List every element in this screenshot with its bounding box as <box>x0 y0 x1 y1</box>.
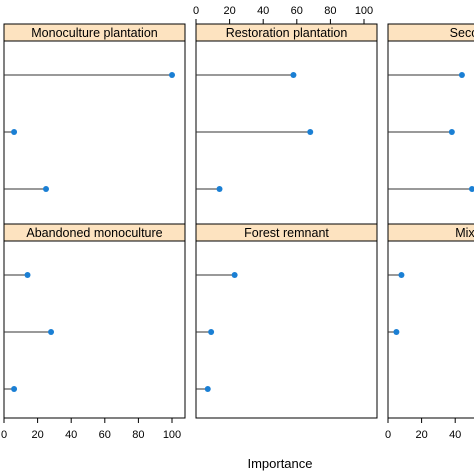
lollipop-point <box>43 186 49 192</box>
panel: Second-gr <box>387 23 474 225</box>
lollipop-point <box>24 272 31 278</box>
x-axis-label: Importance <box>247 456 312 471</box>
panel-strip <box>387 23 474 42</box>
axes: 0 20 40 60 80 100 0 20 40 60 80 100 0 20 40 <box>1 5 461 441</box>
x-tick-label-top: 20 <box>223 5 235 17</box>
panel-frame <box>195 240 378 419</box>
panel: Abandoned monoculture <box>3 223 186 419</box>
x-tick-label-bottom: 80 <box>132 429 144 441</box>
panels: Monoculture plantation Restoration planta… <box>3 23 474 419</box>
lollipop-point <box>307 129 314 135</box>
panel-title: Forest remnant <box>244 226 329 240</box>
panel-title: Abandoned monoculture <box>26 226 162 240</box>
panel-title: Mixed pl <box>455 226 474 240</box>
panel-frame <box>3 40 186 225</box>
panel-frame <box>3 240 186 419</box>
lollipop-point <box>469 186 474 192</box>
panel-strip <box>387 223 474 242</box>
x-tick-label-bottom: 100 <box>163 429 181 441</box>
x-tick-label-bottom: 0 <box>385 429 391 441</box>
x-tick-label-top: 40 <box>257 5 269 17</box>
lollipop-point <box>48 329 55 335</box>
lollipop-point <box>393 329 400 335</box>
lollipop-point <box>290 72 297 78</box>
panel-title: Monoculture plantation <box>31 26 158 40</box>
panel-title: Second-gr <box>450 26 474 40</box>
x-tick-label-top: 60 <box>291 5 303 17</box>
panel: Forest remnant <box>195 223 378 419</box>
lollipop-point <box>11 386 18 392</box>
lollipop-point <box>204 386 211 392</box>
lollipop-point <box>398 272 405 278</box>
panel: Restoration plantation <box>195 23 378 225</box>
lollipop-point <box>458 72 465 78</box>
x-tick-label-bottom: 60 <box>99 429 111 441</box>
panel-frame <box>387 240 474 419</box>
x-tick-label-bottom: 40 <box>449 429 461 441</box>
x-tick-label-bottom: 40 <box>65 429 77 441</box>
x-tick-label-bottom: 20 <box>31 429 43 441</box>
lollipop-point <box>216 186 223 192</box>
panel-title: Restoration plantation <box>226 26 348 40</box>
lollipop-point <box>208 329 215 335</box>
lollipop-point <box>11 129 18 135</box>
lollipop-point <box>448 129 455 135</box>
lollipop-point <box>169 72 175 78</box>
lollipop-point <box>231 272 238 278</box>
x-tick-label-bottom: 20 <box>415 429 427 441</box>
panel: Mixed pl <box>387 223 474 419</box>
x-tick-label-top: 80 <box>324 5 336 17</box>
x-tick-label-top: 0 <box>193 5 199 17</box>
x-tick-label-top: 100 <box>355 5 373 17</box>
panel: Monoculture plantation <box>3 23 186 225</box>
x-tick-label-bottom: 0 <box>1 429 7 441</box>
